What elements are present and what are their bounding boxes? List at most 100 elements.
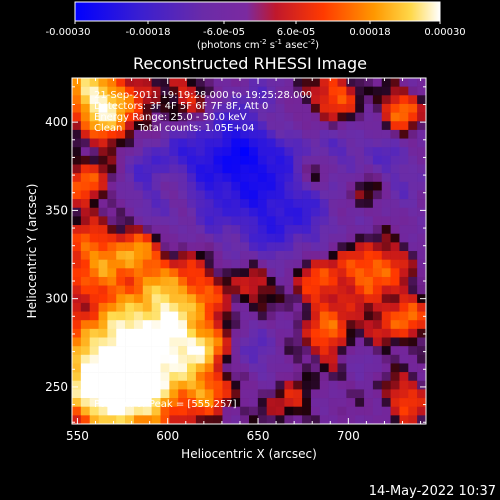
heatmap-cell bbox=[169, 406, 179, 416]
heatmap-cell bbox=[408, 103, 418, 113]
heatmap-cell bbox=[302, 380, 312, 390]
heatmap-cell bbox=[284, 406, 294, 416]
heatmap-cell bbox=[266, 207, 276, 217]
heatmap-cell bbox=[142, 328, 152, 338]
heatmap-cell bbox=[364, 380, 374, 390]
heatmap-cell bbox=[195, 173, 206, 183]
heatmap-cell bbox=[240, 155, 250, 165]
heatmap-cell bbox=[204, 164, 214, 174]
heatmap-cell bbox=[89, 233, 99, 243]
heatmap-cell bbox=[249, 268, 259, 278]
heatmap-cell bbox=[302, 173, 312, 183]
heatmap-cell bbox=[355, 294, 365, 304]
heatmap-cell bbox=[249, 398, 259, 407]
heatmap-cell bbox=[204, 302, 214, 312]
heatmap-cell bbox=[125, 276, 135, 286]
heatmap-cell bbox=[98, 276, 108, 286]
heatmap-cell bbox=[80, 406, 90, 416]
heatmap-cell bbox=[284, 389, 294, 399]
heatmap-cell bbox=[310, 363, 321, 373]
heatmap-cell bbox=[142, 251, 152, 260]
heatmap-cell bbox=[346, 398, 356, 407]
heatmap-cell bbox=[337, 363, 347, 373]
heatmap-cell bbox=[408, 415, 418, 424]
heatmap-cell bbox=[381, 199, 391, 209]
heatmap-cell bbox=[187, 233, 197, 243]
heatmap-cell bbox=[178, 233, 188, 243]
heatmap-cell bbox=[169, 268, 179, 278]
heatmap-cell bbox=[187, 251, 197, 260]
heatmap-cell bbox=[160, 380, 170, 390]
heatmap-cell bbox=[125, 147, 135, 157]
heatmap-cell bbox=[151, 337, 161, 347]
heatmap-cell bbox=[310, 86, 321, 96]
heatmap-cell bbox=[337, 164, 347, 174]
heatmap-cell bbox=[240, 233, 250, 243]
heatmap-cell bbox=[204, 112, 214, 122]
heatmap-cell bbox=[116, 268, 126, 278]
heatmap-cell bbox=[381, 103, 391, 113]
heatmap-cell bbox=[222, 173, 232, 183]
heatmap-cells bbox=[72, 78, 426, 424]
heatmap-cell bbox=[169, 103, 179, 113]
heatmap-cell bbox=[293, 380, 303, 390]
heatmap-cell bbox=[266, 138, 276, 148]
heatmap-cell bbox=[346, 268, 356, 278]
heatmap-cell bbox=[116, 147, 126, 157]
heatmap-cell bbox=[125, 398, 135, 407]
heatmap-cell bbox=[390, 181, 400, 191]
heatmap-cell bbox=[107, 268, 117, 278]
heatmap-cell bbox=[195, 302, 206, 312]
heatmap-cell bbox=[116, 121, 126, 131]
heatmap-cell bbox=[125, 285, 135, 295]
heatmap-cell bbox=[116, 320, 126, 330]
heatmap-cell bbox=[337, 398, 347, 407]
heatmap-cell bbox=[204, 398, 214, 407]
heatmap-cell bbox=[328, 259, 338, 269]
heatmap-cell bbox=[346, 78, 356, 87]
heatmap-cell bbox=[310, 190, 321, 200]
heatmap-cell bbox=[257, 276, 267, 286]
heatmap-cell bbox=[187, 406, 197, 416]
heatmap-cell bbox=[178, 389, 188, 399]
heatmap-cell bbox=[284, 294, 294, 304]
heatmap-cell bbox=[390, 164, 400, 174]
heatmap-cell bbox=[72, 346, 82, 356]
heatmap-cell bbox=[187, 398, 197, 407]
heatmap-cell bbox=[125, 415, 135, 424]
heatmap-cell bbox=[381, 311, 391, 321]
heatmap-cell bbox=[417, 328, 426, 338]
heatmap-cell bbox=[266, 190, 276, 200]
heatmap-cell bbox=[178, 86, 188, 96]
heatmap-cell bbox=[319, 112, 329, 122]
heatmap-cell bbox=[399, 302, 409, 312]
heatmap-cell bbox=[257, 216, 267, 226]
heatmap-cell bbox=[408, 268, 418, 278]
heatmap-cell bbox=[231, 363, 241, 373]
heatmap-cell bbox=[399, 155, 409, 165]
heatmap-cell bbox=[275, 121, 285, 131]
heatmap-cell bbox=[169, 389, 179, 399]
heatmap-cell bbox=[390, 285, 400, 295]
heatmap-cell bbox=[293, 95, 303, 105]
heatmap-cell bbox=[293, 406, 303, 416]
heatmap-cell bbox=[337, 389, 347, 399]
heatmap-cell bbox=[293, 164, 303, 174]
heatmap-cell bbox=[293, 207, 303, 217]
heatmap-cell bbox=[319, 121, 329, 131]
heatmap-cell bbox=[257, 389, 267, 399]
heatmap-cell bbox=[355, 173, 365, 183]
heatmap-cell bbox=[125, 294, 135, 304]
heatmap-cell bbox=[275, 207, 285, 217]
heatmap-cell bbox=[178, 138, 188, 148]
heatmap-cell bbox=[178, 225, 188, 234]
heatmap-cell bbox=[417, 406, 426, 416]
heatmap-cell bbox=[80, 233, 90, 243]
heatmap-cell bbox=[372, 302, 383, 312]
heatmap-cell bbox=[417, 155, 426, 165]
heatmap-cell bbox=[266, 86, 276, 96]
heatmap-cell bbox=[399, 112, 409, 122]
heatmap-cell bbox=[275, 147, 285, 157]
heatmap-cell bbox=[319, 294, 329, 304]
heatmap-cell bbox=[399, 190, 409, 200]
